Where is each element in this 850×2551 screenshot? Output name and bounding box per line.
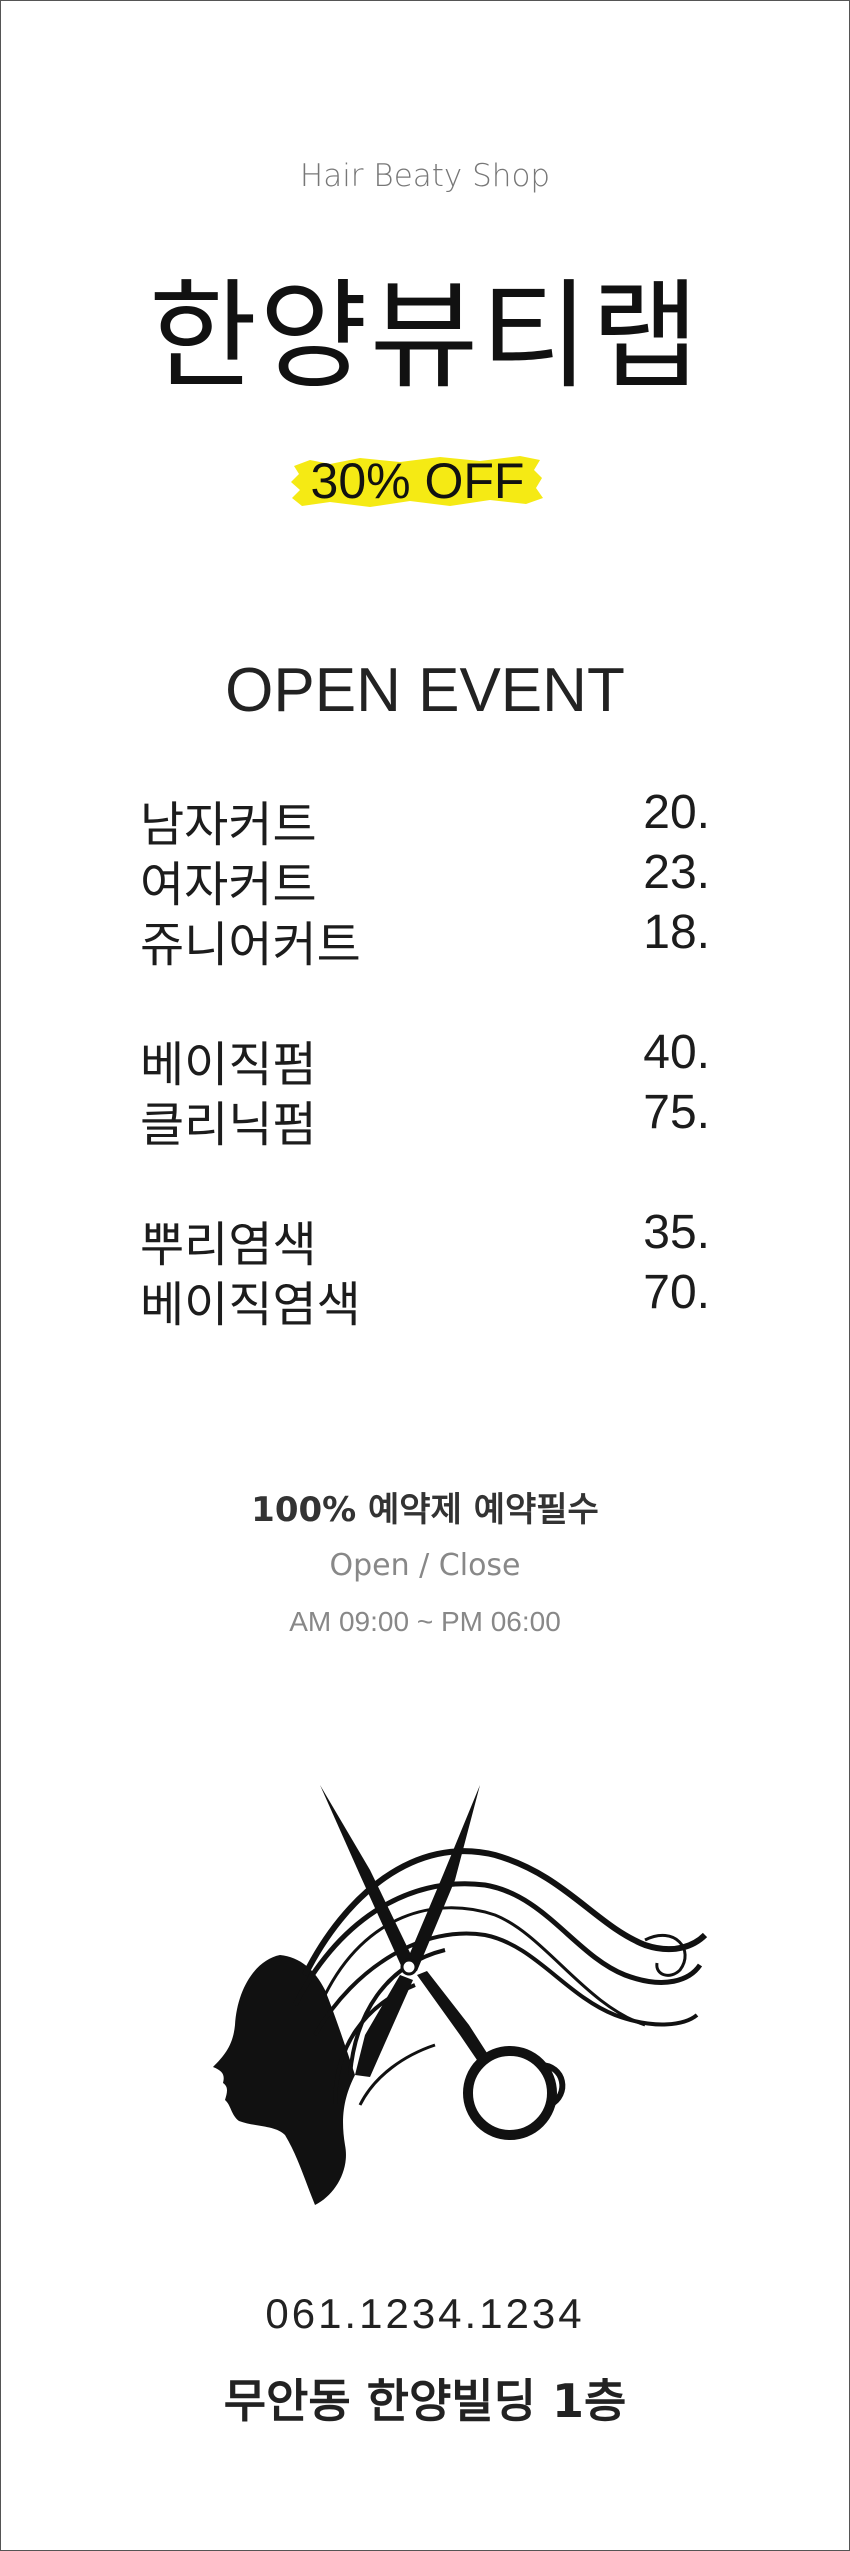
menu-item-price: 35.: [643, 1206, 710, 1259]
discount-badge-text: 30% OFF: [310, 453, 525, 509]
menu-item-name: 베이직염색: [140, 1277, 361, 1333]
shop-title: 한양뷰티랩: [148, 267, 702, 405]
menu-item: 뿌리염색 35.: [140, 1205, 710, 1273]
shop-address: 무안동 한양빌딩 1층: [223, 2374, 627, 2428]
menu-item-price: 40.: [643, 1026, 710, 1079]
menu-item-name: 클리닉펌: [140, 1097, 317, 1153]
menu-item-name: 뿌리염색: [140, 1217, 317, 1273]
menu-item-name: 남자커트: [140, 797, 317, 853]
menu-item: 남자커트 20.: [140, 785, 710, 853]
highlight-brush-icon: [291, 456, 543, 507]
reservation-notice: 100% 예약제 예약필수: [251, 1490, 599, 1530]
discount-badge: 30% OFF: [290, 448, 545, 516]
menu-item-price: 70.: [643, 1266, 710, 1319]
menu-item: 쥬니어커트 18.: [140, 905, 710, 973]
menu-item-price: 18.: [643, 906, 710, 959]
menu-item: 베이직염색 70.: [140, 1265, 710, 1333]
menu-item: 클리닉펌 75.: [140, 1085, 710, 1153]
shop-subtitle: Hair Beaty Shop: [299, 158, 551, 194]
woman-hair-scissors-icon: [213, 1785, 708, 2205]
menu-item-price: 20.: [643, 786, 710, 839]
event-title: OPEN EVENT: [225, 656, 625, 725]
business-hours: AM 09:00 ~ PM 06:00: [289, 1606, 561, 1637]
menu-item: 베이직펌 40.: [140, 1025, 710, 1093]
menu-item-name: 쥬니어커트: [140, 917, 361, 973]
phone-number: 061.1234.1234: [265, 2290, 585, 2337]
menu-item-name: 여자커트: [140, 857, 317, 913]
menu-item-price: 75.: [643, 1086, 710, 1139]
menu-item: 여자커트 23.: [140, 845, 710, 913]
menu-item-name: 베이직펌: [140, 1037, 317, 1093]
menu-item-price: 23.: [643, 846, 710, 899]
hours-label: Open / Close: [329, 1548, 521, 1583]
